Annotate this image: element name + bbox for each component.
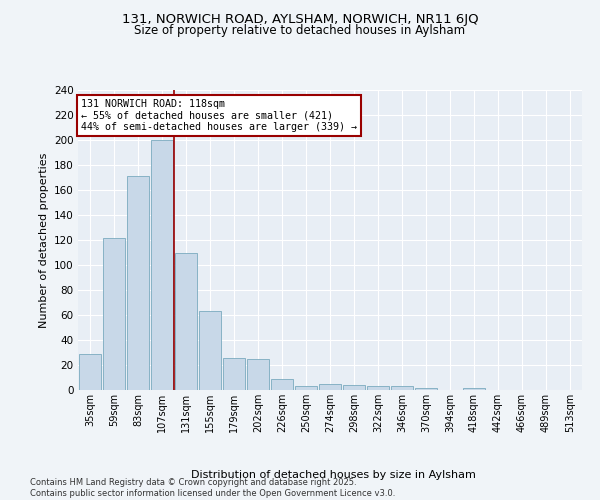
Bar: [247, 359, 269, 390]
Text: 131 NORWICH ROAD: 118sqm
← 55% of detached houses are smaller (421)
44% of semi-: 131 NORWICH ROAD: 118sqm ← 55% of detach…: [80, 99, 356, 132]
Bar: [295, 386, 317, 390]
Bar: [175, 252, 197, 390]
Bar: [319, 384, 341, 390]
Bar: [223, 358, 245, 390]
Bar: [343, 385, 365, 390]
Bar: [199, 311, 221, 390]
Bar: [415, 388, 437, 390]
Text: 131, NORWICH ROAD, AYLSHAM, NORWICH, NR11 6JQ: 131, NORWICH ROAD, AYLSHAM, NORWICH, NR1…: [122, 12, 478, 26]
Bar: [463, 388, 485, 390]
Bar: [367, 386, 389, 390]
Bar: [79, 354, 101, 390]
Bar: [151, 140, 173, 390]
Text: Distribution of detached houses by size in Aylsham: Distribution of detached houses by size …: [191, 470, 475, 480]
Y-axis label: Number of detached properties: Number of detached properties: [38, 152, 49, 328]
Text: Contains HM Land Registry data © Crown copyright and database right 2025.
Contai: Contains HM Land Registry data © Crown c…: [30, 478, 395, 498]
Bar: [127, 176, 149, 390]
Bar: [391, 386, 413, 390]
Bar: [271, 379, 293, 390]
Text: Size of property relative to detached houses in Aylsham: Size of property relative to detached ho…: [134, 24, 466, 37]
Bar: [103, 238, 125, 390]
